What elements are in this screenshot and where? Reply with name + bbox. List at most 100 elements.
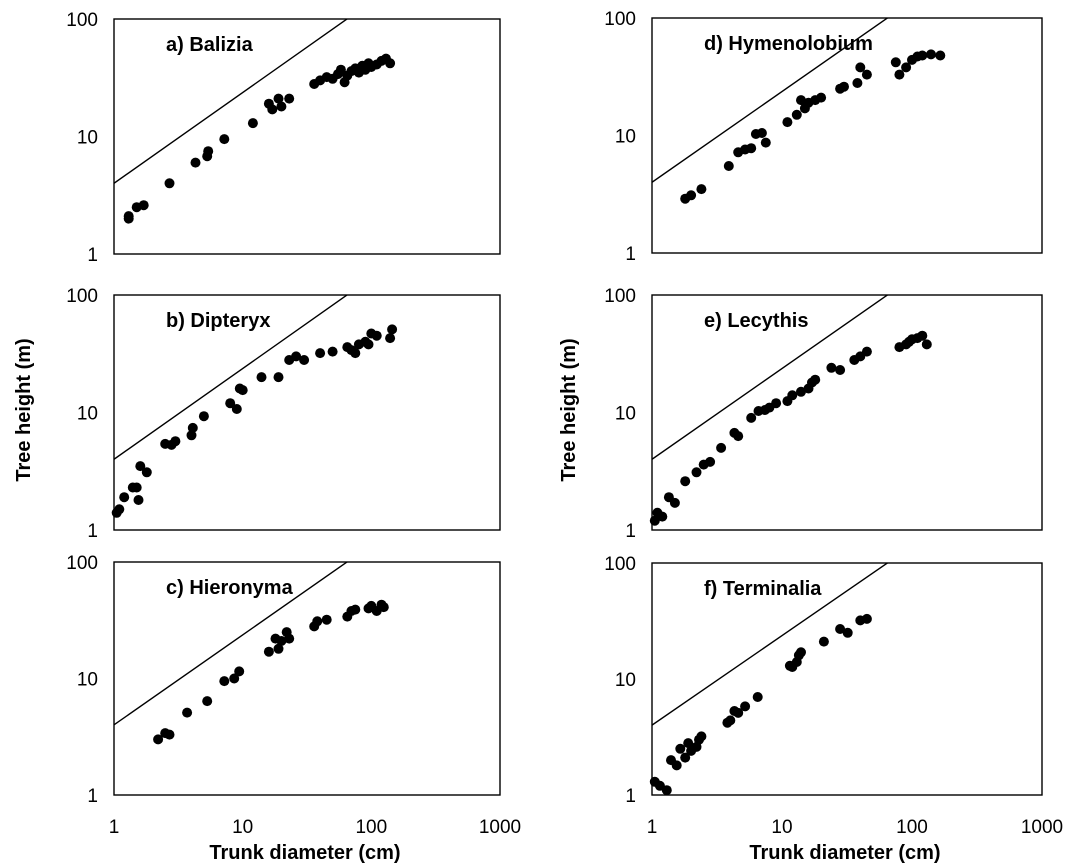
data-point (190, 157, 201, 168)
panel-title: b) Dipteryx (166, 310, 270, 332)
data-point (267, 104, 278, 115)
data-point (284, 633, 295, 644)
panel-hieronyma: 1 10 100 1 10 100 1000 c) Hieronyma (66, 553, 521, 838)
reference-line (114, 19, 349, 184)
y-tick-label: 10 (615, 404, 636, 425)
data-point (861, 69, 872, 80)
y-tick-label: 10 (77, 670, 98, 691)
y-tick-label: 1 (625, 244, 636, 265)
data-point (378, 602, 389, 613)
y-tick-label: 1 (87, 521, 98, 542)
plot-frame (113, 294, 501, 531)
data-point (835, 624, 846, 634)
y-tick-label: 100 (66, 10, 98, 31)
data-point (796, 647, 806, 658)
data-point (273, 372, 284, 383)
data-point (683, 738, 694, 749)
x-tick-label: 10 (232, 817, 253, 838)
data-point (234, 666, 245, 677)
reference-line (652, 295, 889, 460)
data-point (202, 696, 213, 707)
data-point (760, 137, 771, 148)
data-point (256, 372, 267, 383)
data-point (716, 442, 727, 453)
data-point (291, 351, 302, 362)
data-point (861, 613, 872, 624)
data-point (273, 643, 284, 654)
data-point (835, 365, 846, 375)
data-point (787, 390, 798, 401)
data-point (219, 134, 230, 145)
data-point (917, 330, 928, 341)
data-point (231, 404, 242, 414)
data-point (894, 69, 905, 80)
x-tick-label: 1 (109, 817, 120, 838)
data-point (791, 109, 802, 120)
data-point (657, 511, 668, 522)
data-point (131, 482, 142, 493)
y-tick-label: 1 (87, 245, 98, 266)
data-point (186, 430, 197, 441)
data-point (153, 734, 164, 745)
panel-hymenolobium: 1 10 100 d) Hymenolobium (604, 9, 1043, 265)
data-point (839, 81, 849, 92)
data-point (182, 707, 193, 718)
data-point (312, 616, 323, 627)
plot-frame (651, 294, 1043, 531)
data-point (114, 504, 125, 515)
data-point (816, 92, 827, 103)
data-point (135, 461, 146, 472)
data-point (935, 50, 946, 61)
data-point (686, 190, 697, 201)
data-point (385, 333, 396, 344)
data-point (237, 385, 248, 396)
data-point (890, 57, 901, 68)
x-tick-label: 100 (896, 817, 928, 838)
reference-line (652, 563, 889, 726)
panel-title: a) Balizia (166, 34, 254, 56)
x-tick-label: 1 (647, 817, 658, 838)
y-axis-title-right: Tree height (m) (558, 338, 580, 481)
data-point (164, 178, 175, 189)
y-tick-label: 100 (66, 553, 98, 574)
data-point (725, 715, 736, 726)
data-point (219, 676, 230, 687)
data-point (782, 117, 793, 128)
data-point (752, 692, 763, 702)
data-point (133, 495, 144, 505)
data-point (247, 118, 258, 129)
y-tick-label: 1 (625, 521, 636, 542)
data-point (385, 58, 396, 69)
y-tick-label: 100 (66, 286, 98, 307)
data-point (276, 636, 287, 646)
data-point (350, 604, 361, 615)
data-point (855, 62, 866, 73)
y-tick-label: 10 (615, 670, 636, 691)
panel-lecythis: 1 10 100 e) Lecythis (604, 286, 1043, 542)
data-point (649, 515, 660, 526)
data-point (842, 627, 853, 638)
data-point (705, 456, 716, 467)
data-point (263, 646, 274, 657)
data-point (810, 374, 821, 385)
data-point (284, 93, 295, 104)
x-tick-label: 1000 (479, 817, 521, 838)
data-point (796, 386, 806, 397)
x-axis-title-right: Trunk diameter (cm) (749, 842, 940, 864)
y-tick-label: 100 (604, 554, 636, 575)
data-point (921, 339, 932, 350)
reference-line (652, 18, 889, 183)
data-point (225, 398, 236, 409)
data-point (363, 339, 374, 350)
data-point (321, 614, 332, 625)
data-point (187, 422, 198, 433)
data-point (119, 492, 130, 503)
data-point (796, 95, 806, 106)
y-tick-label: 10 (615, 127, 636, 148)
data-point (335, 64, 346, 75)
y-tick-label: 1 (87, 786, 98, 807)
data-point (740, 701, 751, 712)
data-point (123, 211, 134, 222)
y-tick-label: 1 (625, 786, 636, 807)
